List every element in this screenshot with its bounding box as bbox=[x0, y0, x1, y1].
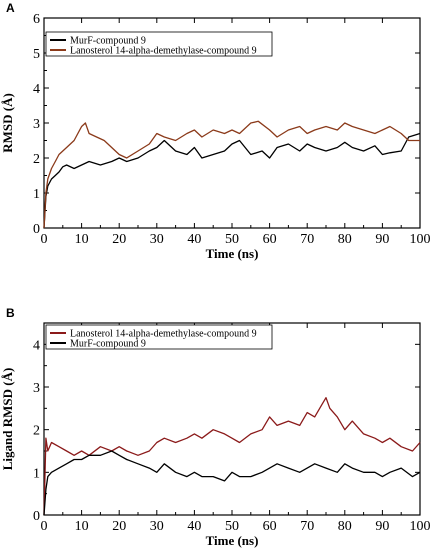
y-tick-label: 4 bbox=[33, 338, 40, 353]
x-tick-label: 20 bbox=[112, 519, 126, 534]
panel-b: B 0 10 20 30 40 50 60 70 80 90 100 0 1 2 3 4 Time (ns) Lig… bbox=[0, 306, 431, 548]
y-tick-label: 4 bbox=[33, 82, 40, 97]
legend-label: Lanosterol 14-alpha-demethylase-compound… bbox=[70, 46, 257, 57]
y-tick-label: 3 bbox=[33, 381, 40, 396]
x-axis-title: Time (ns) bbox=[206, 246, 259, 261]
x-tick-label: 0 bbox=[41, 232, 48, 247]
y-tick-label: 2 bbox=[33, 424, 40, 439]
legend-box bbox=[45, 31, 273, 57]
x-tick-label: 50 bbox=[225, 232, 239, 247]
x-tick-label: 20 bbox=[112, 232, 126, 247]
x-tick-label: 30 bbox=[150, 519, 164, 534]
x-tick-label: 80 bbox=[338, 519, 352, 534]
y-axis-title: RMSD (Å) bbox=[0, 93, 15, 153]
y-axis-title: Ligand RMSD (Å) bbox=[0, 368, 15, 471]
x-tick-label: 70 bbox=[300, 519, 314, 534]
x-tick-label: 30 bbox=[150, 232, 164, 247]
x-axis-title: Time (ns) bbox=[206, 533, 259, 548]
x-tick-label: 50 bbox=[225, 519, 239, 534]
legend-box bbox=[45, 324, 273, 350]
legend-label: MurF-compound 9 bbox=[70, 36, 146, 47]
plot-frame bbox=[43, 322, 421, 516]
series-line-1 bbox=[43, 450, 421, 516]
series-line-0 bbox=[43, 132, 421, 229]
x-tick-label: 90 bbox=[375, 519, 389, 534]
x-tick-label: 60 bbox=[263, 232, 277, 247]
y-tick-label: 0 bbox=[33, 222, 40, 237]
x-tick-label: 40 bbox=[187, 519, 201, 534]
x-tick-label: 60 bbox=[263, 519, 277, 534]
panel-letter: A bbox=[6, 1, 15, 15]
x-tick-label: 80 bbox=[338, 232, 352, 247]
panel-letter: B bbox=[6, 306, 15, 320]
x-tick-label: 10 bbox=[75, 232, 89, 247]
y-tick-label: 2 bbox=[33, 152, 40, 167]
x-tick-label: 90 bbox=[375, 232, 389, 247]
y-tick-label: 6 bbox=[33, 12, 40, 27]
series-line-1 bbox=[43, 120, 420, 229]
x-tick-label: 0 bbox=[41, 519, 48, 534]
legend-label: MurF-compound 9 bbox=[70, 339, 146, 350]
x-tick-label: 100 bbox=[410, 519, 431, 534]
y-tick-label: 1 bbox=[33, 466, 40, 481]
x-tick-label: 100 bbox=[410, 232, 431, 247]
x-tick-label: 40 bbox=[187, 232, 201, 247]
panel-a: A 0 10 20 30 40 50 60 70 80 90 100 0 1 2 3 4 5 6 Time (ns) R… bbox=[0, 1, 431, 261]
x-tick-label: 70 bbox=[300, 232, 314, 247]
y-tick-label: 5 bbox=[33, 47, 40, 62]
x-tick-label: 10 bbox=[75, 519, 89, 534]
y-tick-label: 1 bbox=[33, 187, 40, 202]
y-tick-label: 3 bbox=[33, 117, 40, 132]
series-line-0 bbox=[43, 397, 421, 516]
legend-label: Lanosterol 14-alpha-demethylase-compound… bbox=[70, 329, 257, 340]
y-tick-label: 0 bbox=[33, 509, 40, 524]
